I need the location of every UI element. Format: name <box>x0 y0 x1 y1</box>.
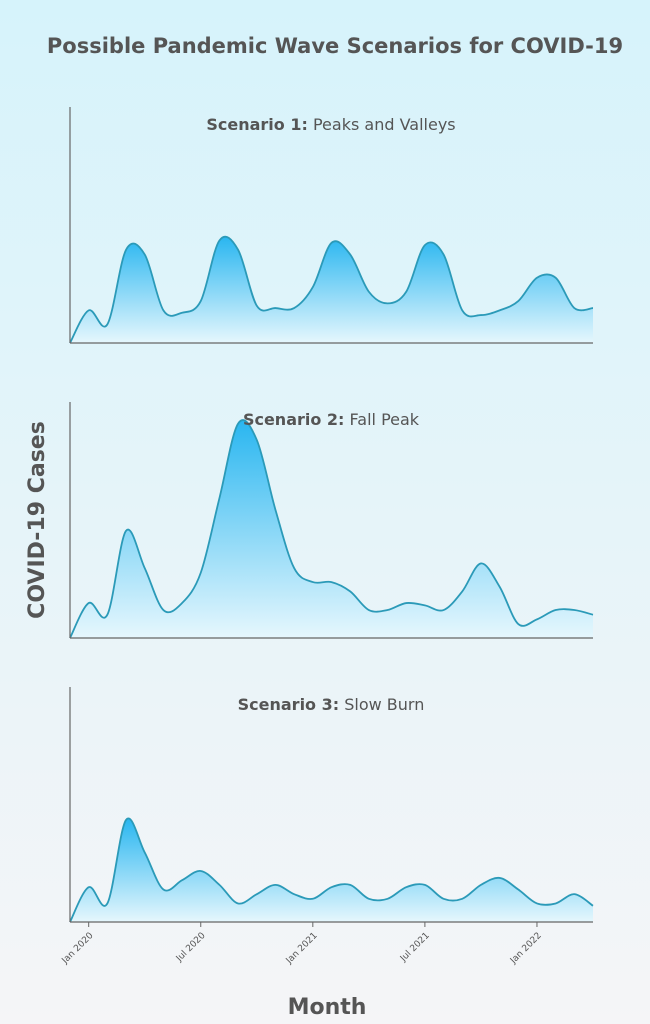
subplot-title-text: Slow Burn <box>344 695 424 714</box>
line <box>69 419 594 639</box>
subplot-title: Scenario 2: Fall Peak <box>243 410 420 429</box>
area <box>70 818 593 922</box>
area <box>70 236 593 343</box>
subplot-title: Scenario 3: Slow Burn <box>238 695 425 714</box>
subplot-title-bold: Scenario 3: <box>238 695 340 714</box>
subplot-title: Scenario 1: Peaks and Valleys <box>206 115 455 134</box>
subplot-title-bold: Scenario 2: <box>243 410 345 429</box>
subplot-title-text: Peaks and Valleys <box>313 115 456 134</box>
line <box>69 235 594 344</box>
subplot-title-bold: Scenario 1: <box>206 115 308 134</box>
area <box>70 420 593 638</box>
subplot-title-text: Fall Peak <box>350 410 420 429</box>
y-axis-label: COVID-19 Cases <box>25 421 50 619</box>
x-axis-label: Month <box>288 995 367 1020</box>
chart-title: Possible Pandemic Wave Scenarios for COV… <box>47 34 623 58</box>
line <box>69 817 594 923</box>
